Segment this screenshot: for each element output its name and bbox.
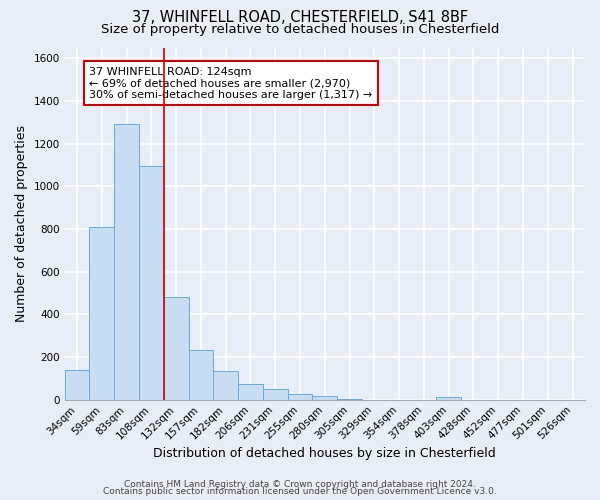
X-axis label: Distribution of detached houses by size in Chesterfield: Distribution of detached houses by size …	[154, 447, 496, 460]
Text: Contains HM Land Registry data © Crown copyright and database right 2024.: Contains HM Land Registry data © Crown c…	[124, 480, 476, 489]
Bar	[214, 371, 238, 400]
Bar	[164, 298, 188, 400]
Text: Contains public sector information licensed under the Open Government Licence v3: Contains public sector information licen…	[103, 487, 497, 496]
Bar	[114, 124, 139, 400]
Bar	[238, 384, 263, 400]
Y-axis label: Number of detached properties: Number of detached properties	[15, 125, 28, 322]
Bar	[263, 390, 287, 400]
Text: Size of property relative to detached houses in Chesterfield: Size of property relative to detached ho…	[101, 22, 499, 36]
Bar	[89, 227, 114, 400]
Bar	[337, 398, 362, 400]
Bar	[139, 166, 164, 400]
Bar	[188, 350, 214, 400]
Bar	[65, 370, 89, 400]
Bar	[287, 394, 313, 400]
Text: 37 WHINFELL ROAD: 124sqm
← 69% of detached houses are smaller (2,970)
30% of sem: 37 WHINFELL ROAD: 124sqm ← 69% of detach…	[89, 66, 373, 100]
Text: 37, WHINFELL ROAD, CHESTERFIELD, S41 8BF: 37, WHINFELL ROAD, CHESTERFIELD, S41 8BF	[132, 10, 468, 25]
Bar	[313, 396, 337, 400]
Bar	[436, 396, 461, 400]
